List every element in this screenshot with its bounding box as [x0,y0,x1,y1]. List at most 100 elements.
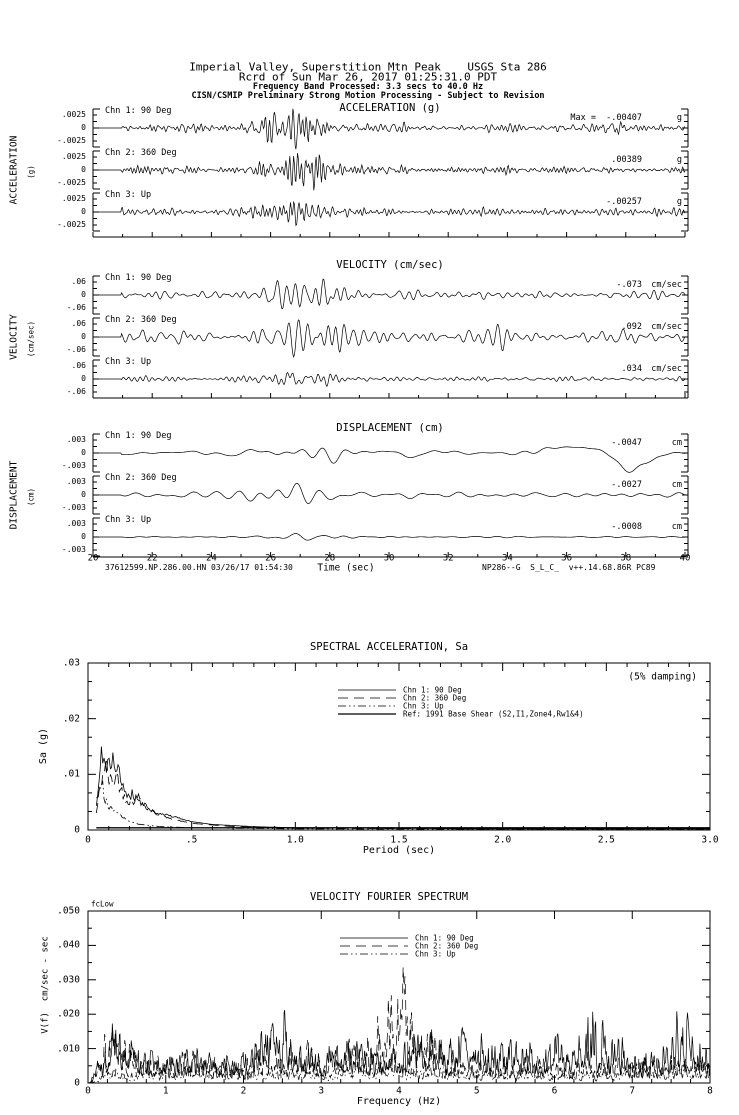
channel-max-value: .00389 [611,154,642,165]
channel-label: Chn 3: Up [105,356,152,367]
ytick-label: -.003 [61,461,86,470]
waveform-trace-displacement-ch1 [96,446,686,473]
fourier-ytick-label: .020 [57,1008,80,1020]
fourier-xtick-label: 8 [707,1085,713,1097]
time-axis-label: Time (sec) [317,562,375,574]
channel-max-value: -.0008 [611,521,642,532]
waveform-trace-velocity-ch2 [96,319,686,359]
ytick-label: 0 [81,207,86,216]
channel-label: Chn 3: Up [105,189,152,200]
channel-max-value: -.0027 [611,479,642,490]
sa-xtick-label: 2.0 [494,834,512,846]
fourier-ytick-label: .030 [57,974,80,986]
channel-label: Chn 3: Up [105,514,152,525]
waveform-trace-acceleration-ch1 [96,108,686,150]
sa-curve-1 [95,746,710,830]
sa-ytick-label: .01 [62,768,80,780]
fourier-xtick-label: 6 [551,1085,558,1097]
sa-xtick-label: 2.5 [597,834,615,846]
fourier-ytick-label: .050 [57,905,80,917]
acceleration-side-unit: (g) [26,165,36,179]
ytick-label: -.0025 [57,178,86,187]
ytick-label: .0025 [61,194,86,203]
corner-frequency-marker: fcLow [91,899,114,909]
channel-max-value: -.0047 [611,437,642,448]
channel-max-unit: cm [671,521,682,532]
fourier-ytick-label: .040 [57,939,80,951]
fourier-ytick-label: 0 [74,1077,80,1089]
channel-max-value: .034 [621,363,642,374]
damping-note: (5% damping) [628,671,697,683]
header-line-2: Rcrd of Sun Mar 26, 2017 01:25:31.0 PDT [238,70,498,84]
sa-ylabel: Sa (g) [38,727,49,765]
ytick-label: -.003 [61,503,86,512]
ytick-label: -.0025 [57,220,86,229]
channel-label: Chn 1: 90 Deg [105,105,172,116]
spectrum-curve-3 [88,1058,711,1084]
ytick-label: .003 [66,477,86,486]
velocity-side-unit: (cm/sec) [26,320,36,358]
displacement-side-label: DISPLACEMENT [8,460,20,530]
sa-ytick-label: .02 [62,712,80,724]
legend-item-label: Chn 1: 90 Deg [403,685,462,695]
time-tick-label: 32 [442,553,454,564]
ytick-label: 0 [81,123,86,132]
fourier-xtick-label: 7 [629,1085,636,1097]
fourier-xtick-label: 0 [85,1085,91,1097]
channel-max-unit: cm/sec [651,279,682,290]
legend-item-label: Ref: 1991 Base Shear (S2,I1,Zone4,Rw1&4) [403,709,584,719]
channel-max-unit: g [676,112,682,123]
ytick-label: 0 [81,332,86,341]
ytick-label: .06 [71,361,86,370]
waveform-trace-displacement-ch2 [96,482,686,504]
channel-max-unit: g [676,154,682,165]
sa-xtick-label: 0 [85,834,91,846]
legend-item-label: Chn 2: 360 Deg [403,693,467,703]
channel-max-unit: cm/sec [651,363,682,374]
ytick-label: 0 [81,374,86,383]
fourier-xtick-label: 1 [162,1085,169,1097]
time-tick-label: 30 [383,553,395,564]
time-tick-label: 26 [265,553,277,564]
ytick-label: -.06 [66,303,86,312]
legend-item-label: Chn 1: 90 Deg [415,933,474,943]
spectrum-curve-2 [88,967,711,1084]
channel-max-value: -.00257 [606,196,642,207]
ytick-label: -.0025 [57,136,86,145]
ytick-label: 0 [81,532,86,541]
ytick-label: 0 [81,490,86,499]
footer-left: 37612599.NP.286.00.HN 03/26/17 01:54:30 [105,563,293,572]
header-line-3: Frequency Band Processed: 3.3 secs to 40… [252,81,484,92]
header-line-1: Imperial Valley, Superstition Mtn Peak U… [189,60,547,74]
fourier-ylabel: V(f) cm/sec - sec [40,936,51,1034]
channel-label: Chn 1: 90 Deg [105,430,172,441]
acceleration-title: ACCELERATION (g) [339,101,441,114]
time-tick-label: 36 [561,553,573,564]
channel-max-value: Max = -.00407 [570,112,642,123]
time-tick-label: 38 [620,553,632,564]
ytick-label: -.06 [66,387,86,396]
sa-ytick-label: .03 [62,657,80,669]
ytick-label: 0 [81,290,86,299]
displacement-title: DISPLACEMENT (cm) [336,421,444,434]
fourier-xlabel: Frequency (Hz) [356,1096,442,1107]
fourier-ytick-label: .010 [57,1042,80,1054]
channel-max-unit: cm [671,479,682,490]
waveform-trace-velocity-ch1 [96,278,686,310]
time-tick-label: 24 [205,553,217,564]
ytick-label: .06 [71,277,86,286]
fourier-xtick-label: 2 [240,1085,247,1097]
fourier-title: VELOCITY FOURIER SPECTRUM [309,890,469,903]
ytick-label: -.003 [61,545,86,554]
sa-xtick-label: 1.0 [286,834,304,846]
ytick-label: .003 [66,519,86,528]
sa-xtick-label: 3.0 [701,834,719,846]
spectrum-curve-1 [87,1009,711,1084]
channel-label: Chn 1: 90 Deg [105,272,172,283]
ytick-label: -.06 [66,345,86,354]
legend-item-label: Chn 2: 360 Deg [415,941,479,951]
fourier-xtick-label: 3 [318,1085,325,1097]
sa-xtick-label: 1.5 [390,834,408,846]
